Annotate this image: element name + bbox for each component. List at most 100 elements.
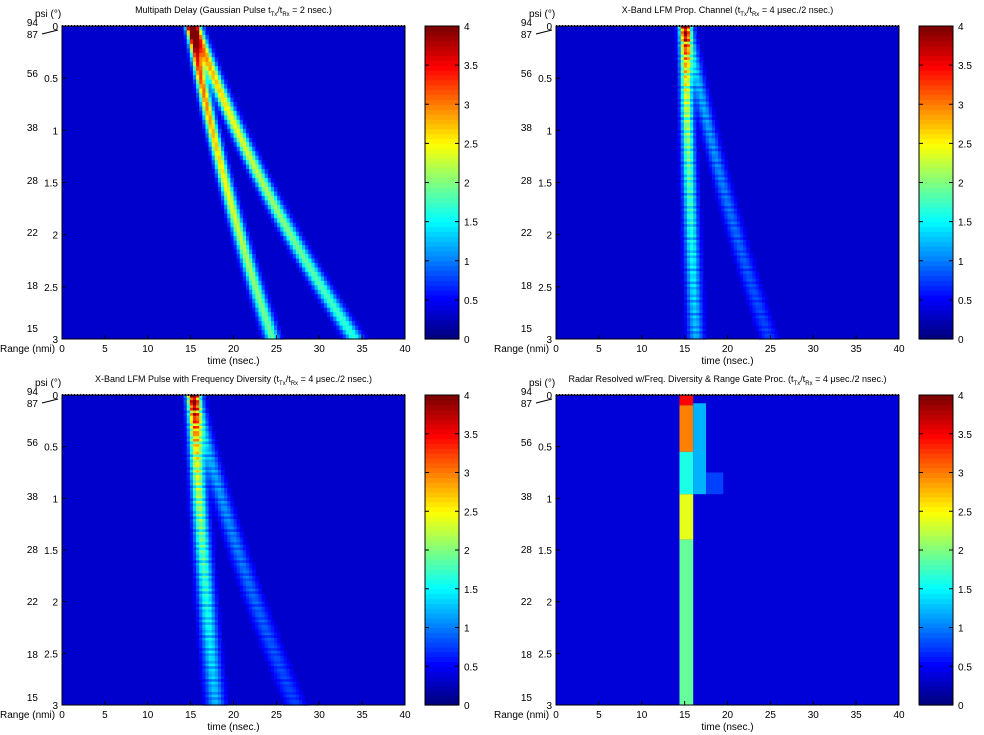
heatmap-cell xyxy=(199,557,203,561)
heatmap-cell xyxy=(202,459,207,463)
heatmap-cell xyxy=(690,57,694,61)
heatmap-cell xyxy=(252,267,256,273)
heatmap-cell xyxy=(205,467,210,471)
colorbar-step xyxy=(919,453,953,459)
heatmap-cell xyxy=(686,179,691,184)
heatmap-cell xyxy=(696,75,701,79)
colorbar-step xyxy=(425,250,459,257)
colorbar: 00.511.522.533.54 xyxy=(918,391,972,712)
heatmap-cell xyxy=(724,187,729,191)
heatmap-cell xyxy=(283,697,288,701)
heatmap-cell xyxy=(239,115,244,121)
heatmap-cell xyxy=(743,279,747,283)
heatmap-cell xyxy=(221,110,225,117)
heatmap-cell xyxy=(217,619,222,623)
heatmap-cell xyxy=(202,48,207,54)
heatmap-cell xyxy=(715,127,719,131)
colorbar-step xyxy=(919,457,953,464)
heatmap-cell xyxy=(208,697,213,701)
heatmap-cell xyxy=(205,630,210,634)
colorbar-step xyxy=(425,104,459,110)
heatmap-cell xyxy=(283,655,288,660)
heatmap-cell xyxy=(758,286,763,291)
heatmap-cell xyxy=(721,151,725,155)
y-tick-label: 2 xyxy=(546,598,552,609)
heatmap-cell xyxy=(699,57,704,61)
heatmap-cell xyxy=(768,310,772,314)
heatmap-cell xyxy=(186,438,191,443)
heatmap-cell xyxy=(227,508,231,512)
heatmap-cell xyxy=(208,508,213,512)
colorbar-step xyxy=(919,285,953,291)
heatmap-cell xyxy=(730,190,735,194)
heatmap-cell xyxy=(261,645,266,649)
heatmap-cell xyxy=(221,676,225,680)
heatmap-cell xyxy=(196,457,200,461)
heatmap-cell xyxy=(292,218,297,224)
heatmap-cell xyxy=(189,426,194,430)
heatmap-cell xyxy=(196,66,200,72)
heatmap-cell xyxy=(214,593,219,598)
heatmap-cell xyxy=(721,190,725,194)
heatmap-cell xyxy=(696,198,701,202)
heatmap-cell xyxy=(683,135,688,139)
heatmap-cell xyxy=(192,581,197,585)
heatmap-cell xyxy=(199,395,203,399)
heatmap-cell xyxy=(252,164,256,170)
heatmap-cell xyxy=(202,627,207,631)
heatmap-cell xyxy=(686,328,691,332)
heatmap-cell xyxy=(355,321,359,327)
heatmap-cell xyxy=(267,645,272,649)
heatmap-cell xyxy=(764,318,769,322)
heatmap-cell xyxy=(696,336,701,340)
heatmap-cell xyxy=(267,650,272,654)
colorbar-step xyxy=(425,275,459,281)
heatmap-cell xyxy=(730,198,735,202)
heatmap-cell xyxy=(690,96,694,100)
heatmap-cell xyxy=(202,614,207,618)
colorbar-step xyxy=(919,60,953,66)
heatmap-cell xyxy=(258,151,263,157)
heatmap-cell xyxy=(721,221,725,225)
heatmap-cell xyxy=(217,106,222,112)
colorbar-step xyxy=(919,304,953,311)
heatmap-cell xyxy=(205,519,210,523)
heatmap-cell xyxy=(289,679,294,683)
heatmap-cell xyxy=(699,323,704,327)
heatmap-cell xyxy=(245,155,250,161)
y-tick-label: 1 xyxy=(546,494,552,505)
heatmap-cell xyxy=(277,679,281,683)
heatmap-cell xyxy=(236,249,241,255)
heatmap-cell xyxy=(283,668,288,673)
heatmap-cell xyxy=(214,128,219,134)
heatmap-cell xyxy=(274,209,278,215)
heatmap-cell xyxy=(199,34,203,41)
heatmap-cell xyxy=(227,218,231,224)
heatmap-cell xyxy=(186,454,191,458)
heatmap-cell xyxy=(192,410,197,414)
heatmap-cell xyxy=(699,318,704,322)
heatmap-cell xyxy=(202,655,207,660)
heatmap-cell xyxy=(680,143,685,147)
heatmap-cell xyxy=(224,477,228,481)
heatmap-cell xyxy=(230,550,235,554)
heatmap-cell xyxy=(214,115,219,121)
heatmap-cell xyxy=(320,280,325,286)
heatmap-cell xyxy=(705,153,710,158)
heatmap-cell xyxy=(277,650,281,654)
heatmap-cell xyxy=(696,331,701,335)
heatmap-cell xyxy=(233,142,238,148)
y-tick-label: 3 xyxy=(52,335,58,346)
heatmap-cell xyxy=(208,692,213,696)
x-tick-label: 25 xyxy=(765,710,777,721)
heatmap-cell xyxy=(736,260,741,264)
heatmap-cell xyxy=(189,444,194,448)
heatmap-cell xyxy=(189,449,194,453)
heatmap-cell xyxy=(736,268,741,272)
heatmap-cell xyxy=(239,542,244,546)
heatmap-cell xyxy=(217,663,222,667)
heatmap-cell xyxy=(189,555,194,559)
heatmap-cell xyxy=(264,658,269,662)
heatmap-cell xyxy=(289,213,294,219)
heatmap-cell xyxy=(680,132,685,137)
